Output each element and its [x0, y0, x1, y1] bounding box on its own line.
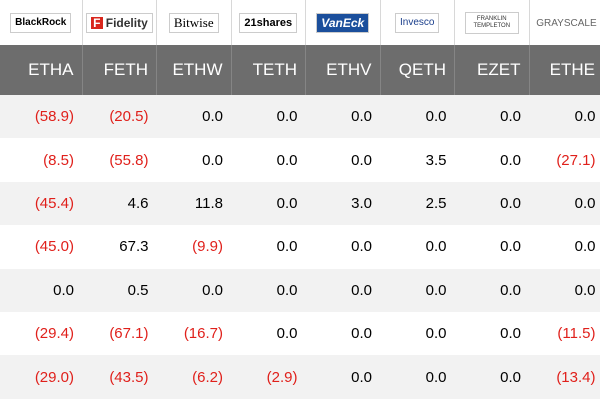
flow-value: 0.0	[454, 268, 529, 312]
flow-value: (16.7)	[183, 325, 223, 343]
flow-value: (13.4)	[529, 355, 600, 399]
flow-value: 0.0	[305, 95, 380, 139]
issuer-logo: GRAYSCALE	[536, 17, 597, 29]
issuer-logo: Fidelity	[85, 12, 153, 33]
ticker: QETH	[380, 45, 455, 95]
flow-value: 0.0	[156, 95, 231, 139]
flow-value: (29.4)	[34, 325, 74, 343]
flow-value: (20.5)	[82, 95, 157, 139]
ticker: EZET	[454, 45, 530, 95]
flow-value: 0.0	[351, 151, 372, 169]
issuer-logo: FRANKLIN TEMPLETON	[464, 11, 519, 34]
flow-value: 0.0	[454, 181, 529, 226]
flow-value: (8.5)	[43, 151, 74, 169]
flow-value: 0.0	[305, 268, 380, 312]
flow-value: 0.0	[0, 268, 82, 312]
flow-value: 0.0	[202, 151, 223, 169]
ticker: ETHA	[0, 45, 83, 95]
data-row: 0.0 0.5 0.0 0.0 0.0 0.0 0.0 0.0	[0, 268, 600, 312]
data-row: (29.0) (43.5) (6.2) (2.9) 0.0 0.0 0.0 (13.4)	[0, 355, 600, 399]
flow-value: 0.0	[380, 95, 455, 139]
flow-value: 0.0	[231, 181, 306, 226]
flow-value: (58.9)	[0, 95, 82, 139]
flow-value: 0.0	[574, 238, 596, 256]
ticker: ETHV	[305, 45, 381, 95]
flow-value: 0.0	[425, 325, 447, 343]
flow-value: 0.0	[380, 268, 455, 312]
logo-cell: GRAYSCALE	[529, 0, 600, 45]
flow-value: 0.0	[500, 238, 521, 256]
flow-value: 0.0	[529, 181, 600, 226]
logo-cell: BlackRock	[0, 0, 83, 45]
logo-cell: FRANKLIN TEMPLETON	[454, 0, 530, 45]
issuer-logo: VanEck	[316, 12, 370, 33]
logo-cell: VanEck	[305, 0, 381, 45]
flow-value: 0.0	[351, 325, 372, 343]
flow-value: (6.2)	[156, 355, 231, 399]
flow-value: 0.0	[380, 355, 455, 399]
data-row: (58.9) (20.5) 0.0 0.0 0.0 0.0 0.0 0.0	[0, 95, 600, 139]
issuer-logo: Invesco	[395, 13, 440, 33]
ticker: ETHE	[529, 45, 600, 95]
flow-value: 0.0	[231, 95, 306, 139]
flow-value: 0.0	[231, 268, 306, 312]
flow-value: (55.8)	[109, 151, 149, 169]
flow-value: (29.0)	[0, 355, 82, 399]
flow-value: (67.1)	[109, 325, 149, 343]
logo-cell: 21shares	[231, 0, 306, 45]
flow-value: 67.3	[119, 238, 149, 256]
flow-value: (43.5)	[82, 355, 157, 399]
logo-row: BlackRock Fidelity Bitwise 21shares VanEck In…	[0, 0, 600, 45]
issuer-logo: BlackRock	[10, 13, 72, 33]
flow-value: 0.0	[276, 325, 298, 343]
flow-value: 0.0	[156, 268, 231, 312]
flow-value: 0.0	[351, 238, 372, 256]
flow-value: 0.0	[276, 151, 298, 169]
flow-value: 0.0	[454, 355, 529, 399]
flow-value: 0.5	[82, 268, 157, 312]
flow-value: (45.4)	[0, 181, 82, 226]
flow-value: (45.0)	[34, 238, 74, 256]
flow-value: 0.0	[276, 238, 298, 256]
flow-value: 3.0	[305, 181, 380, 226]
data-row: (45.4) 4.6 11.8 0.0 3.0 2.5 0.0 0.0	[0, 181, 600, 226]
issuer-logo: 21shares	[239, 12, 298, 33]
flow-value: 0.0	[529, 268, 600, 312]
flow-value: 0.0	[500, 151, 521, 169]
flow-value: 0.0	[305, 355, 380, 399]
flow-value: 4.6	[82, 181, 157, 226]
ticker: TETH	[231, 45, 306, 95]
logo-cell: Fidelity	[82, 0, 157, 45]
flow-value: 0.0	[529, 95, 600, 139]
ticker: ETHW	[156, 45, 232, 95]
flow-value: 0.0	[454, 95, 529, 139]
flow-value: 3.5	[425, 151, 447, 169]
flow-value: (2.9)	[231, 355, 306, 399]
data-row: (45.0) 67.3 (9.9) 0.0 0.0 0.0 0.0 0.0	[0, 225, 600, 268]
flow-value: 0.0	[425, 238, 447, 256]
flow-value: 0.0	[500, 325, 521, 343]
flow-value: (27.1)	[556, 151, 596, 169]
data-row: (8.5) (55.8) 0.0 0.0 0.0 3.5 0.0 (27.1)	[0, 138, 600, 181]
ticker-row: ETHA FETH ETHW TETH ETHV QETH EZET ETHE	[0, 45, 600, 95]
flow-value: 11.8	[156, 181, 231, 226]
data-row: (29.4) (67.1) (16.7) 0.0 0.0 0.0 0.0 (11.5)	[0, 312, 600, 355]
ticker: FETH	[82, 45, 157, 95]
flow-value: 2.5	[380, 181, 455, 226]
logo-cell: Bitwise	[156, 0, 232, 45]
flow-value: (11.5)	[557, 325, 596, 343]
issuer-logo: Bitwise	[168, 12, 219, 33]
logo-cell: Invesco	[380, 0, 455, 45]
flow-value: (9.9)	[192, 238, 223, 256]
